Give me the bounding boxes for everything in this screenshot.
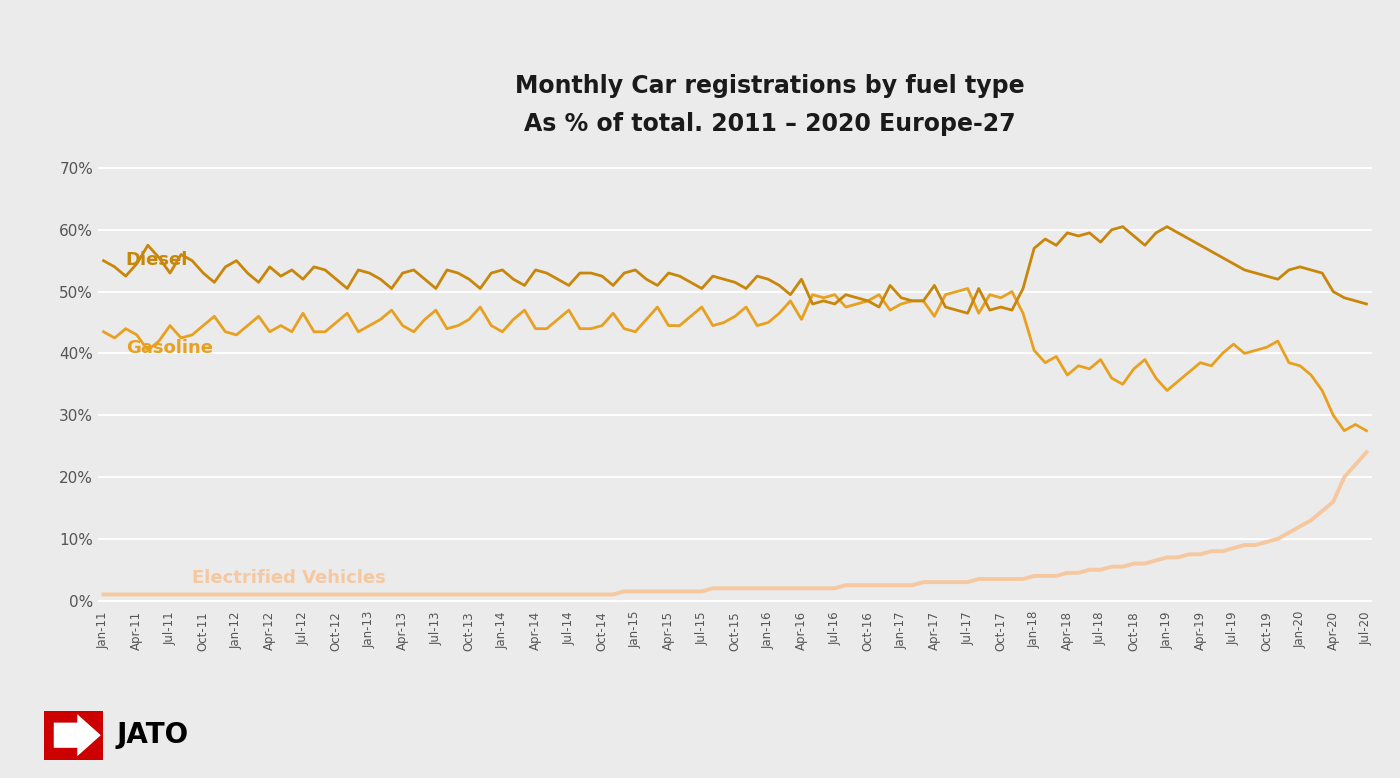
Text: Gasoline: Gasoline xyxy=(126,339,213,357)
Text: Monthly Car registrations by fuel type: Monthly Car registrations by fuel type xyxy=(515,74,1025,97)
Polygon shape xyxy=(53,714,101,756)
Text: JATO: JATO xyxy=(116,721,189,749)
FancyBboxPatch shape xyxy=(43,711,102,759)
Text: Electrified Vehicles: Electrified Vehicles xyxy=(192,569,386,587)
Text: Diesel: Diesel xyxy=(126,251,188,269)
Text: As % of total. 2011 – 2020 Europe-27: As % of total. 2011 – 2020 Europe-27 xyxy=(524,113,1016,136)
